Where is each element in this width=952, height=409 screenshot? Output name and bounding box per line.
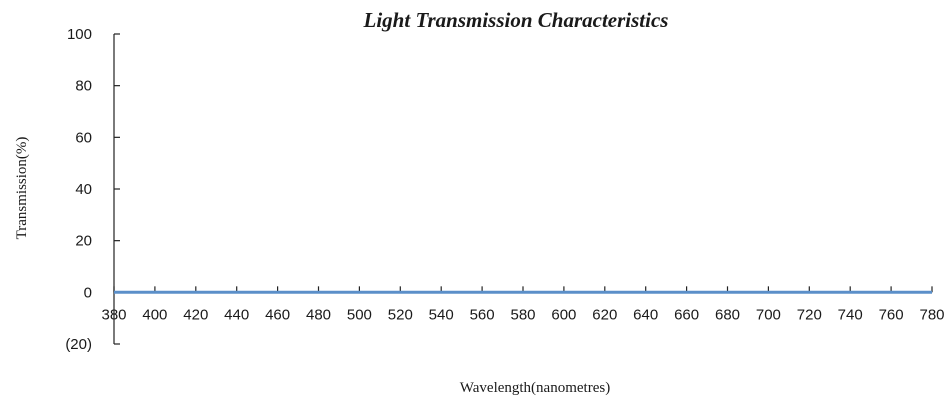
x-tick-label: 540 xyxy=(429,306,454,323)
y-axis: 100 80 60 40 20 0 (20) xyxy=(65,26,120,353)
x-tick-label: 740 xyxy=(838,306,863,323)
x-tick-label: 500 xyxy=(347,306,372,323)
x-tick-label: 680 xyxy=(715,306,740,323)
x-axis: 380 400 420 440 460 480 500 520 540 560 580 600 620 6… xyxy=(101,286,945,323)
x-tick-label: 440 xyxy=(224,306,249,323)
y-tick-label: (20) xyxy=(65,336,92,353)
x-tick-label: 400 xyxy=(142,306,167,323)
x-tick-label: 700 xyxy=(756,306,781,323)
x-tick-label: 460 xyxy=(265,306,290,323)
y-axis-label: Transmission(%) xyxy=(14,137,30,240)
x-tick-label: 420 xyxy=(183,306,208,323)
y-tick-label: 0 xyxy=(84,284,92,301)
x-tick-label: 560 xyxy=(470,306,495,323)
x-tick-label: 620 xyxy=(592,306,617,323)
chart-title: Light Transmission Characteristics xyxy=(363,8,669,32)
x-tick-label: 660 xyxy=(674,306,699,323)
y-tick-label: 40 xyxy=(75,181,92,198)
x-tick-label: 780 xyxy=(919,306,944,323)
x-tick-label: 720 xyxy=(797,306,822,323)
x-axis-label: Wavelength(nanometres) xyxy=(460,380,610,396)
y-tick-label: 60 xyxy=(75,129,92,146)
x-tick-label: 760 xyxy=(879,306,904,323)
y-tick-label: 20 xyxy=(75,233,92,250)
x-tick-label: 380 xyxy=(101,306,126,323)
x-tick-label: 520 xyxy=(388,306,413,323)
x-tick-label: 580 xyxy=(510,306,535,323)
y-tick-label: 80 xyxy=(75,78,92,95)
x-tick-label: 640 xyxy=(633,306,658,323)
x-tick-label: 480 xyxy=(306,306,331,323)
y-tick-label: 100 xyxy=(67,26,92,43)
x-tick-label: 600 xyxy=(551,306,576,323)
